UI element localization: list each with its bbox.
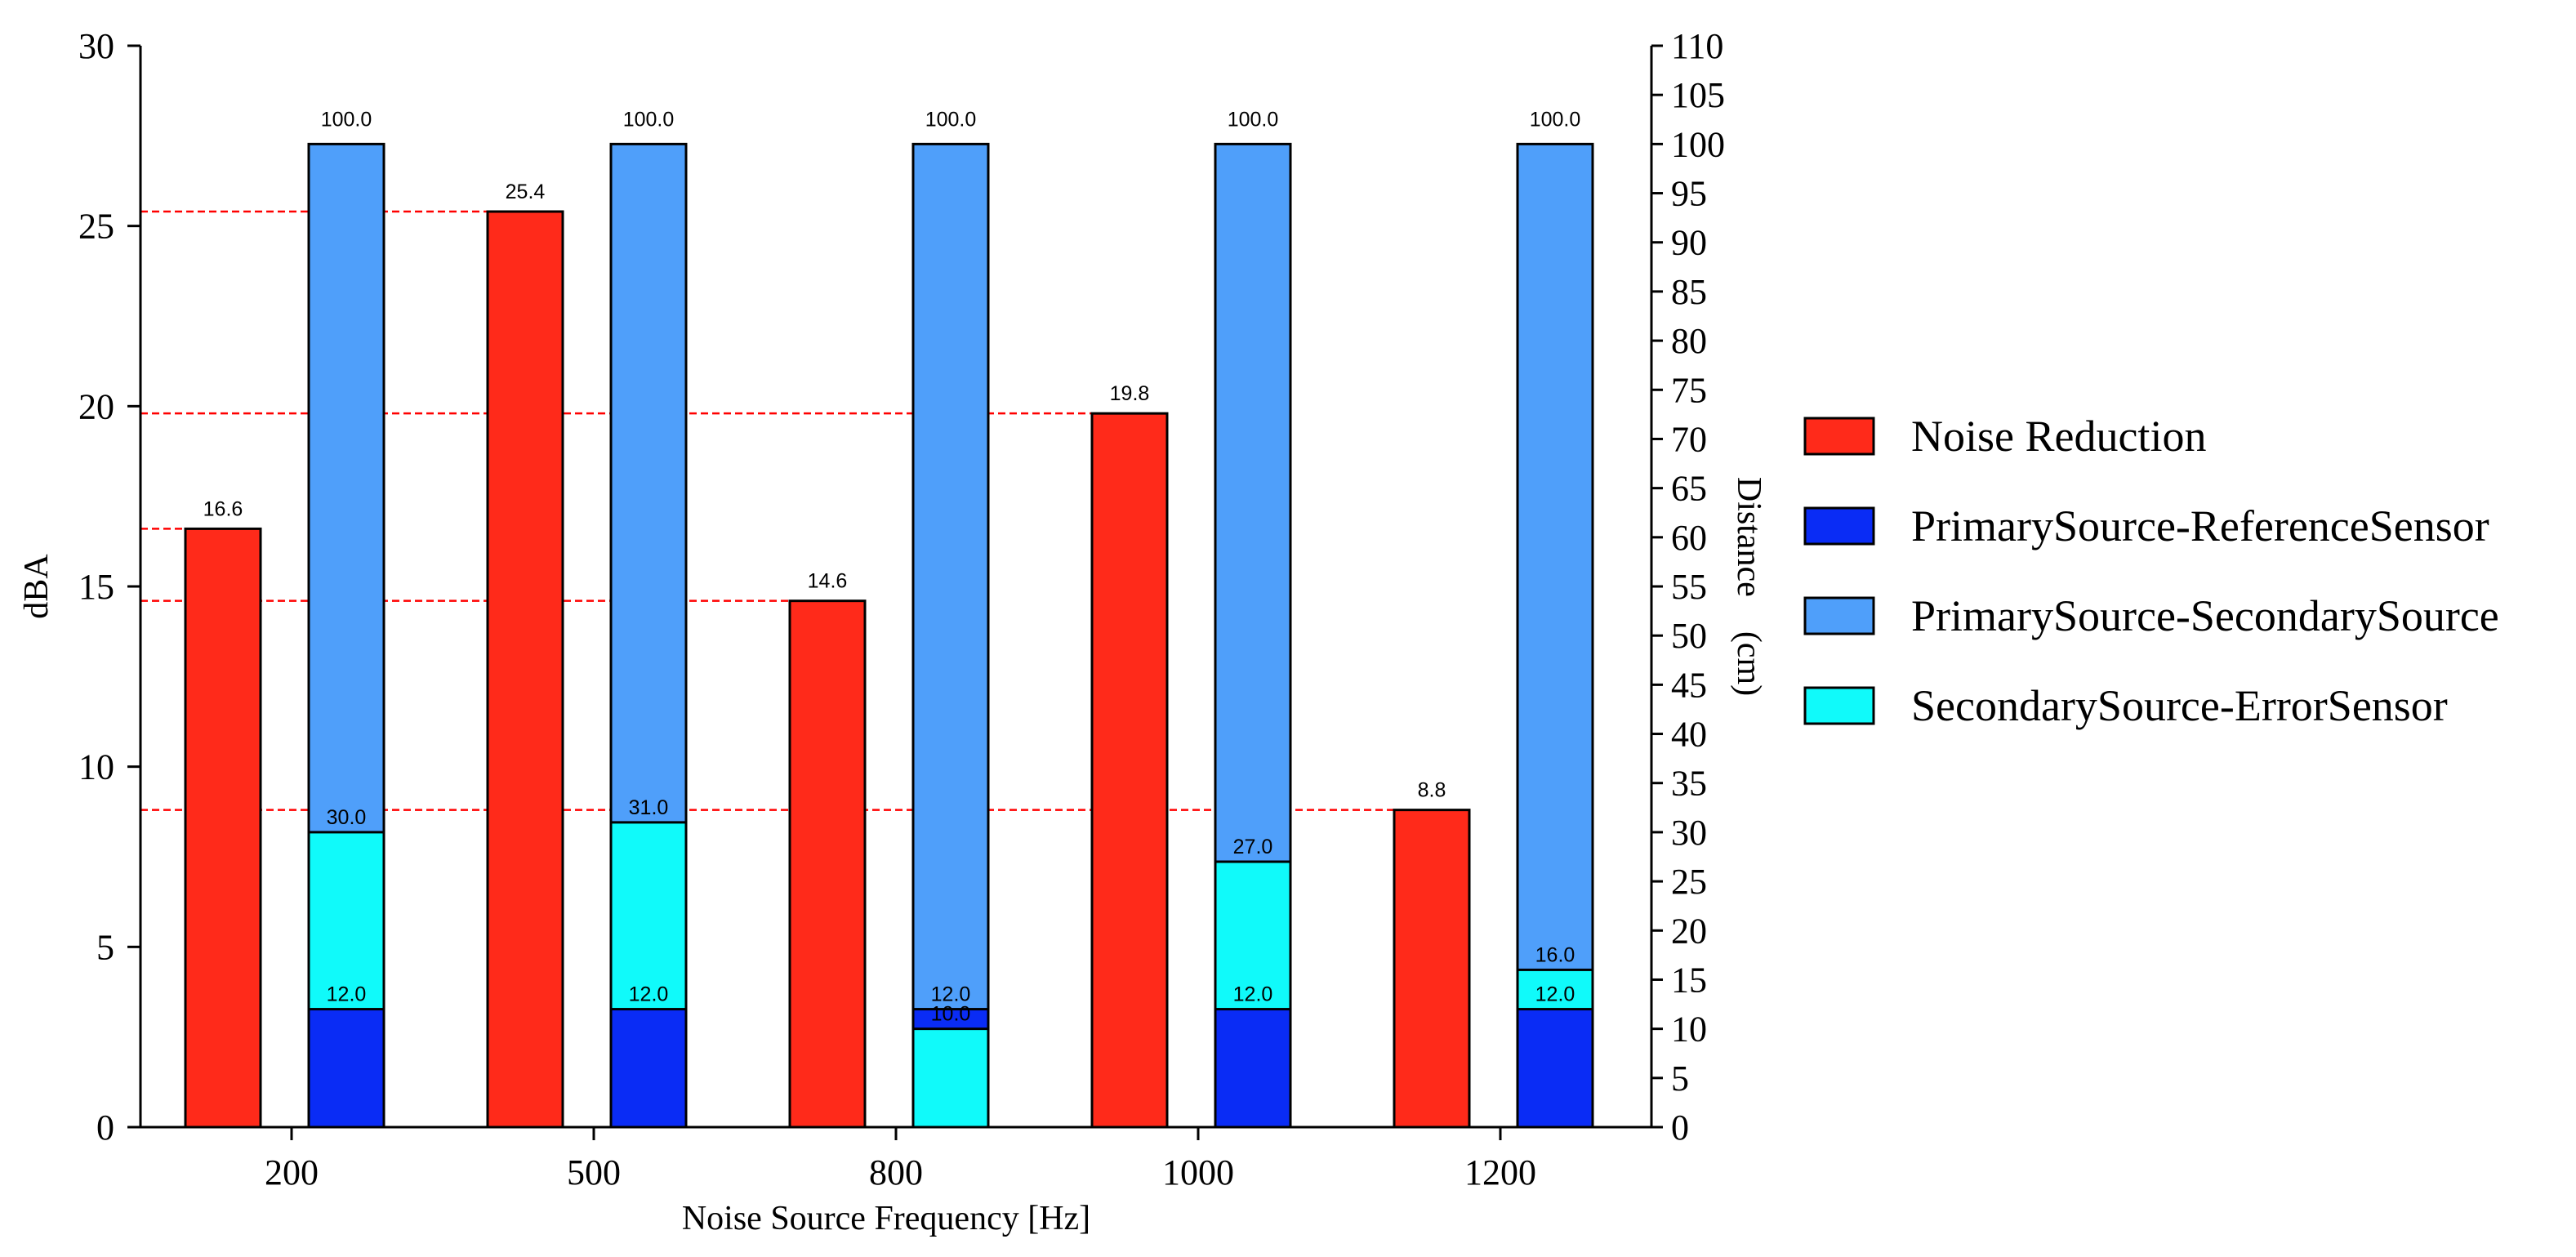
legend-label: SecondarySource-ErrorSensor [1911,681,2448,730]
y2-tick-label: 20 [1671,911,1707,951]
x-tick-label: 1000 [1162,1152,1234,1192]
error-sensor-label: 27.0 [1233,836,1273,858]
reference-sensor-label: 12.0 [1535,983,1575,1006]
y2-tick-label: 25 [1671,862,1707,902]
legend: Noise Reduction PrimarySource-ReferenceSe… [1803,412,2499,730]
secondary-source-label: 100.0 [1228,108,1279,131]
y2-tick-label: 10 [1671,1010,1707,1050]
axes: 200 500 800 1000 1200 0 5 10 15 20 25 30 0 5 10 15 20 25 3… [18,26,1767,1237]
reference-sensor-bar [1516,1008,1594,1129]
error-sensor-label: 16.0 [1535,943,1575,966]
error-sensor-label: 31.0 [629,796,669,819]
legend-label: PrimarySource-ReferenceSensor [1911,501,2489,550]
y2-tick-label: 60 [1671,518,1707,558]
y-tick-label: 10 [78,747,114,787]
y2-tick-label: 95 [1671,174,1707,214]
secondary-source-label: 100.0 [1530,108,1581,131]
noise-reduction-bar [788,600,867,1129]
reference-sensor-label: 12.0 [931,983,971,1006]
noise-reduction-bar [486,210,564,1129]
y2-tick-label: 65 [1671,469,1707,509]
noise-reduction-bar [184,527,262,1129]
noise-reduction-bar [1393,809,1471,1129]
error-sensor-bar [911,1027,990,1129]
noise-reduction-label: 8.8 [1418,779,1446,802]
secondary-source-label: 100.0 [925,108,977,131]
y-tick-label: 25 [78,207,114,247]
noise-reduction-label: 16.6 [203,497,243,520]
y2-tick-label: 100 [1671,124,1725,164]
y2-tick-label: 40 [1671,715,1707,755]
y2-tick-label: 30 [1671,813,1707,853]
y2-tick-label: 55 [1671,567,1707,607]
y-tick-label: 30 [78,26,114,66]
data-labels: 16.6 100.0 30.0 12.0 25.4 100.0 31.0 12.0 14.6 10… [203,108,1581,1025]
secondary-source-bar [911,142,990,1129]
legend-swatch [1803,596,1875,635]
legend-swatch [1803,506,1875,546]
y-tick-label: 20 [78,386,114,426]
y2-tick-label: 50 [1671,616,1707,656]
y2-tick-label: 75 [1671,370,1707,410]
y2-tick-label: 35 [1671,764,1707,804]
y2-tick-label: 105 [1671,75,1725,115]
y2-tick-label: 15 [1671,960,1707,1000]
y2-tick-label: 0 [1671,1108,1689,1148]
y2-tick-label: 80 [1671,321,1707,361]
y2-tick-label: 70 [1671,419,1707,459]
x-axis-title: Noise Source Frequency [Hz] [682,1200,1090,1237]
y-axis-title: dBA [18,554,56,619]
legend-label: Noise Reduction [1911,412,2206,461]
error-sensor-label: 30.0 [327,806,367,829]
x-tick-label: 500 [567,1152,621,1192]
reference-sensor-bar [609,1008,688,1129]
y-tick-label: 0 [96,1108,114,1148]
y2-tick-label: 110 [1671,26,1723,66]
secondary-source-label: 100.0 [321,108,372,131]
y2-axis-title: Distance (cm) [1730,477,1767,696]
bars [184,142,1594,1129]
error-sensor-label: 10.0 [931,1003,971,1026]
noise-reduction-label: 25.4 [506,181,546,203]
y-tick-label: 5 [96,927,114,967]
legend-label: PrimarySource-SecondarySource [1911,591,2499,640]
x-tick-label: 200 [265,1152,319,1192]
noise-reduction-label: 19.8 [1110,382,1150,405]
y2-tick-label: 85 [1671,272,1707,312]
x-tick-label: 800 [869,1152,923,1192]
y2-tick-label: 45 [1671,665,1707,705]
noise-reduction-label: 14.6 [808,570,848,593]
reference-sensor-label: 12.0 [1233,983,1273,1006]
legend-swatch [1803,686,1875,725]
y2-tick-label: 5 [1671,1059,1689,1099]
noise-reduction-bar [1090,412,1169,1129]
secondary-source-bar [1516,142,1594,1129]
secondary-source-label: 100.0 [623,108,675,131]
reference-sensor-bar [1214,1008,1292,1129]
x-tick-label: 1200 [1464,1152,1536,1192]
reference-sensor-label: 12.0 [629,983,669,1006]
y-tick-label: 15 [78,567,114,607]
reference-sensor-bar [307,1008,386,1129]
legend-swatch [1803,417,1875,456]
reference-sensor-label: 12.0 [327,983,367,1006]
y2-tick-label: 90 [1671,223,1707,263]
